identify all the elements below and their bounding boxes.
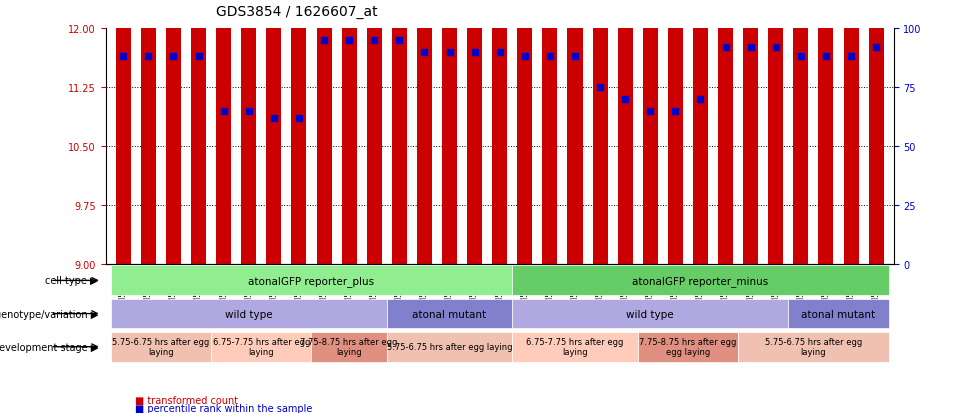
Bar [844, 0, 858, 264]
Bar [417, 0, 431, 264]
Text: genotype/variation ▶: genotype/variation ▶ [0, 309, 98, 319]
Text: 7.75-8.75 hrs after egg
egg laying: 7.75-8.75 hrs after egg egg laying [639, 337, 737, 356]
Text: atonal mutant: atonal mutant [801, 309, 875, 319]
FancyBboxPatch shape [638, 332, 738, 362]
Bar [693, 0, 708, 264]
FancyBboxPatch shape [311, 332, 386, 362]
FancyBboxPatch shape [738, 332, 889, 362]
Text: atonal mutant: atonal mutant [412, 309, 486, 319]
Bar [819, 0, 833, 264]
Bar [517, 0, 532, 264]
Bar [743, 0, 758, 264]
Text: ■ transformed count: ■ transformed count [135, 395, 237, 405]
FancyBboxPatch shape [111, 266, 512, 296]
Bar [492, 0, 507, 264]
Bar [593, 0, 607, 264]
Bar [191, 0, 206, 264]
Bar [618, 0, 632, 264]
Text: 7.75-8.75 hrs after egg
laying: 7.75-8.75 hrs after egg laying [301, 337, 398, 356]
Bar [216, 0, 232, 264]
Bar [768, 0, 783, 264]
Text: 5.75-6.75 hrs after egg laying: 5.75-6.75 hrs after egg laying [386, 342, 512, 351]
Text: 5.75-6.75 hrs after egg
laying: 5.75-6.75 hrs after egg laying [112, 337, 209, 356]
Bar [643, 0, 658, 264]
FancyBboxPatch shape [512, 332, 638, 362]
Bar [115, 0, 131, 264]
Bar [141, 0, 156, 264]
Bar [367, 0, 382, 264]
Text: cell type ▶: cell type ▶ [45, 276, 98, 286]
Bar [542, 0, 557, 264]
Bar [718, 0, 733, 264]
Bar [341, 0, 357, 264]
Text: 6.75-7.75 hrs after egg
laying: 6.75-7.75 hrs after egg laying [212, 337, 310, 356]
FancyBboxPatch shape [386, 299, 512, 329]
Bar [568, 0, 582, 264]
Bar [291, 0, 307, 264]
Text: atonalGFP reporter_minus: atonalGFP reporter_minus [632, 275, 769, 286]
Bar [392, 0, 407, 264]
Bar [442, 0, 457, 264]
Text: development stage ▶: development stage ▶ [0, 342, 98, 352]
Text: wild type: wild type [225, 309, 273, 319]
Bar [467, 0, 482, 264]
FancyBboxPatch shape [111, 299, 386, 329]
Text: GDS3854 / 1626607_at: GDS3854 / 1626607_at [216, 5, 378, 19]
FancyBboxPatch shape [788, 299, 889, 329]
Bar [668, 0, 683, 264]
FancyBboxPatch shape [111, 332, 211, 362]
FancyBboxPatch shape [512, 299, 788, 329]
Text: 5.75-6.75 hrs after egg
laying: 5.75-6.75 hrs after egg laying [765, 337, 862, 356]
Bar [166, 0, 181, 264]
FancyBboxPatch shape [211, 332, 311, 362]
Text: wild type: wild type [627, 309, 674, 319]
FancyBboxPatch shape [386, 332, 512, 362]
Bar [794, 0, 808, 264]
Bar [316, 0, 332, 264]
Bar [241, 0, 257, 264]
Text: ■ percentile rank within the sample: ■ percentile rank within the sample [135, 403, 312, 413]
Text: 6.75-7.75 hrs after egg
laying: 6.75-7.75 hrs after egg laying [527, 337, 624, 356]
Text: atonalGFP reporter_plus: atonalGFP reporter_plus [249, 275, 375, 286]
Bar [869, 0, 884, 264]
FancyBboxPatch shape [512, 266, 889, 296]
Bar [266, 0, 282, 264]
